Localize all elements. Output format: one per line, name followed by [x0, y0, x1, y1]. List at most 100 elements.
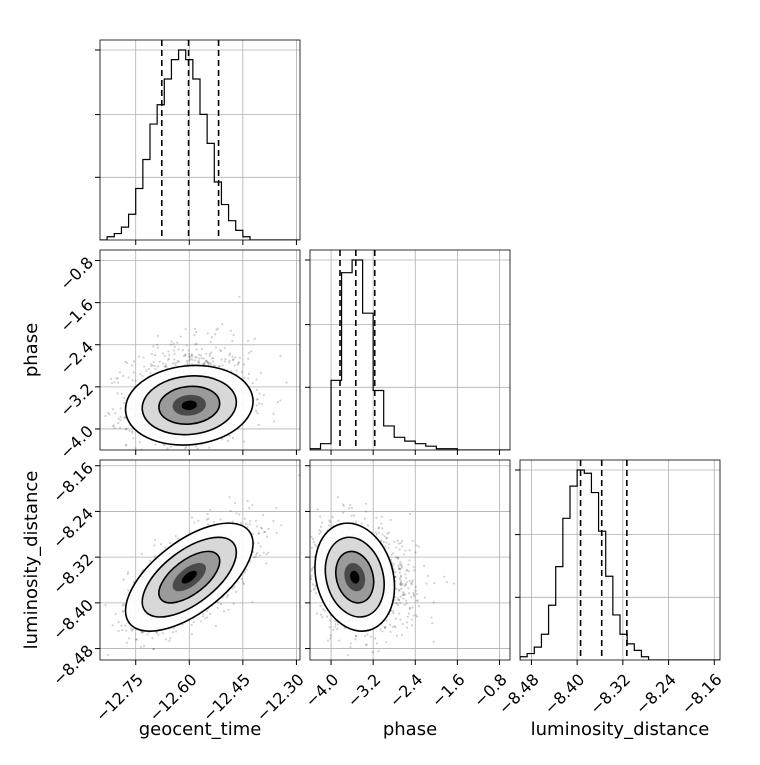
- scatter-point: [195, 330, 198, 334]
- scatter-point: [312, 541, 315, 544]
- scatter-point: [156, 346, 159, 349]
- scatter-point: [212, 364, 215, 367]
- scatter-point: [392, 612, 395, 615]
- scatter-point: [321, 521, 324, 524]
- axes-frame: [309, 459, 511, 661]
- scatter-point: [122, 374, 125, 378]
- x-tick-label-phase: −2.4: [386, 670, 427, 711]
- histogram-geocent_time-bg: [100, 40, 300, 240]
- scatter-point: [195, 348, 198, 351]
- scatter-point: [414, 585, 417, 588]
- scatter-point: [110, 382, 114, 385]
- scatter-point: [392, 563, 395, 566]
- scatter-point: [318, 529, 321, 532]
- scatter-point: [374, 531, 378, 534]
- y-tick-label-phase: −4.0: [56, 422, 97, 463]
- scatter-point: [386, 532, 389, 535]
- scatter-point: [190, 354, 193, 357]
- scatter-point: [272, 412, 275, 415]
- scatter-point: [246, 339, 250, 342]
- scatter-point: [118, 371, 122, 374]
- scatter-point: [341, 503, 344, 506]
- scatter-point: [385, 541, 388, 544]
- scatter-point: [193, 521, 196, 524]
- scatter-point: [146, 633, 149, 636]
- scatter-point: [312, 588, 316, 591]
- scatter-point: [117, 417, 120, 420]
- scatter-point: [131, 379, 134, 382]
- scatter-point: [255, 404, 258, 407]
- scatter-point: [142, 356, 145, 359]
- scatter-point: [354, 638, 357, 641]
- scatter-point: [208, 354, 211, 357]
- scatter-point: [265, 553, 268, 556]
- scatter-point: [397, 564, 400, 568]
- y-tick-label-luminosity_distance: −8.32: [49, 550, 97, 598]
- scatter-point: [210, 351, 213, 354]
- scatter-point: [130, 629, 134, 632]
- scatter-point: [385, 670, 387, 672]
- scatter-point: [184, 447, 187, 450]
- scatter-point: [117, 629, 120, 633]
- scatter-point: [124, 444, 127, 447]
- scatter-point: [375, 642, 378, 645]
- scatter-point: [118, 426, 122, 429]
- scatter-point: [137, 355, 141, 358]
- scatter-point: [217, 601, 220, 604]
- scatter-point: [114, 412, 117, 415]
- y-tick-label-phase: −1.6: [56, 295, 97, 336]
- scatter-point: [113, 427, 116, 430]
- scatter-point: [198, 353, 201, 356]
- scatter-point: [132, 437, 135, 440]
- scatter-point: [211, 357, 214, 360]
- scatter-point: [394, 617, 398, 621]
- scatter-point: [273, 420, 276, 423]
- scatter-point: [250, 350, 253, 353]
- scatter-point: [181, 349, 185, 352]
- scatter-point: [384, 545, 387, 548]
- scatter-point: [252, 556, 256, 559]
- scatter-point: [412, 614, 415, 617]
- scatter-point: [403, 584, 406, 588]
- scatter-point: [315, 612, 319, 615]
- scatter-point: [232, 602, 235, 605]
- scatter-point: [233, 364, 236, 367]
- scatter-point: [229, 329, 232, 332]
- scatter-point: [407, 570, 410, 573]
- scatter-point: [303, 592, 305, 594]
- scatter-point: [396, 539, 399, 542]
- scatter-point: [211, 360, 214, 363]
- scatter-point: [216, 327, 219, 330]
- scatter-point: [157, 633, 160, 636]
- scatter-point: [414, 551, 417, 554]
- scatter-point: [398, 612, 401, 615]
- scatter-point: [134, 447, 137, 450]
- scatter-point: [401, 539, 404, 543]
- scatter-point: [206, 360, 209, 363]
- scatter-point: [279, 354, 282, 357]
- scatter-point: [403, 603, 406, 606]
- scatter-point: [149, 372, 152, 375]
- scatter-point: [176, 341, 179, 344]
- scatter-point: [220, 349, 223, 352]
- scatter-point: [407, 591, 411, 595]
- scatter-point: [188, 359, 191, 362]
- scatter-point: [276, 401, 279, 404]
- y-tick-label-luminosity_distance: −8.40: [49, 595, 97, 643]
- scatter-point: [228, 496, 231, 499]
- axes-frame: [519, 459, 721, 661]
- scatter-point: [131, 431, 134, 434]
- scatter-point: [394, 596, 397, 599]
- scatter-point: [205, 359, 208, 363]
- scatter-point: [130, 364, 134, 367]
- scatter-point: [315, 545, 318, 548]
- scatter-point: [378, 526, 381, 529]
- scatter-point: [202, 357, 205, 360]
- scatter-point: [140, 631, 143, 634]
- scatter-point: [152, 345, 155, 348]
- scatter-point: [332, 628, 335, 631]
- scatter-point: [410, 583, 413, 586]
- scatter-point: [160, 543, 163, 546]
- scatter-point: [163, 444, 166, 447]
- scatter-point: [349, 645, 352, 649]
